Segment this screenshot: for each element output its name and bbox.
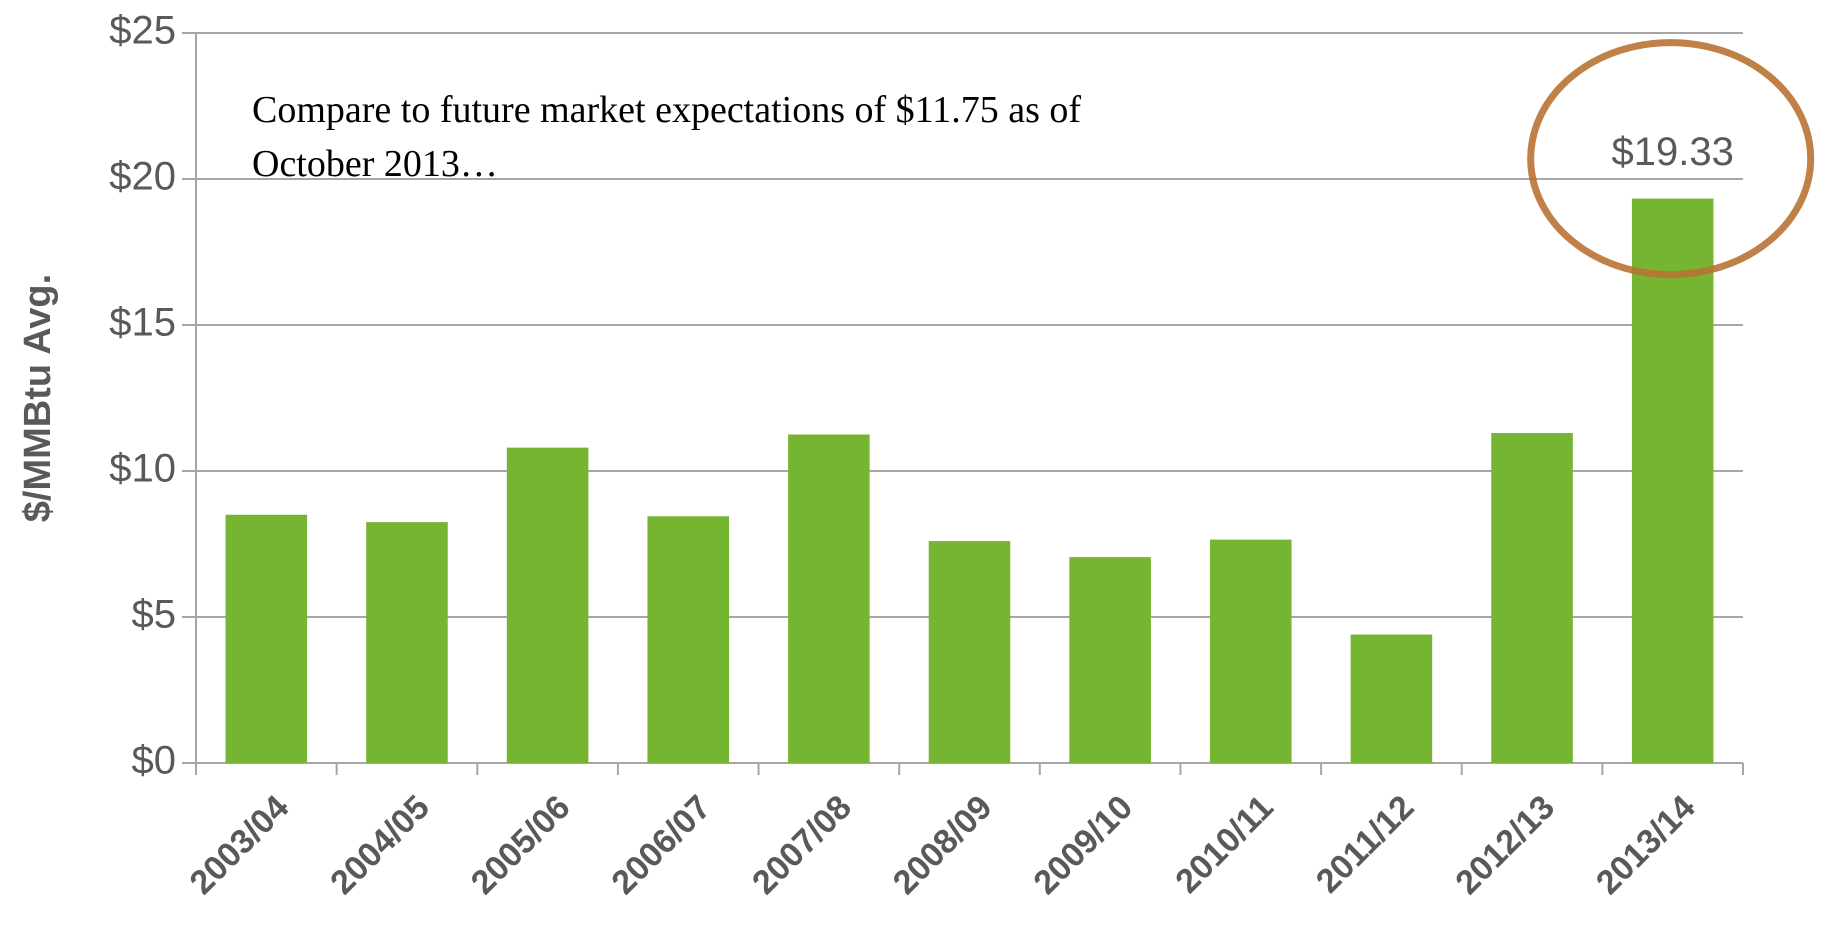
y-tick-label: $25 <box>109 9 176 53</box>
y-tick-label: $15 <box>109 301 176 345</box>
bar <box>1491 433 1573 763</box>
bar <box>225 514 308 763</box>
bar <box>647 516 730 763</box>
data-label: $19.33 <box>1612 130 1734 174</box>
y-tick-label: $0 <box>132 739 177 783</box>
bar <box>1069 557 1151 763</box>
bar <box>506 447 589 763</box>
y-tick-label: $20 <box>109 155 176 199</box>
bar <box>1631 198 1714 764</box>
x-tick-label: 2011/12 <box>1309 788 1421 900</box>
x-tick-label: 2005/06 <box>464 788 578 902</box>
y-tick-label: $5 <box>132 593 177 637</box>
highlight-circle <box>1527 39 1815 279</box>
y-axis-label: $/MMBtu Avg. <box>17 274 59 522</box>
x-tick-label: 2006/07 <box>604 788 718 902</box>
annotation: Compare to future market expectations of… <box>252 89 1081 131</box>
x-tick-label: 2009/10 <box>1026 788 1140 902</box>
x-tick-label: 2010/11 <box>1168 788 1280 900</box>
x-tick-label: 2007/08 <box>745 788 859 902</box>
x-tick-label: 2012/13 <box>1448 788 1562 902</box>
x-tick-label: 2003/04 <box>183 788 297 902</box>
bar <box>1209 539 1292 763</box>
bar <box>366 522 448 763</box>
x-tick-label: 2008/09 <box>886 788 1000 902</box>
x-tick-label: 2004/05 <box>323 788 437 902</box>
y-tick-label: $10 <box>109 447 176 491</box>
x-tick-label: 2013/14 <box>1589 788 1703 902</box>
bar <box>928 541 1011 763</box>
bar <box>1350 634 1433 763</box>
bar <box>788 434 870 763</box>
